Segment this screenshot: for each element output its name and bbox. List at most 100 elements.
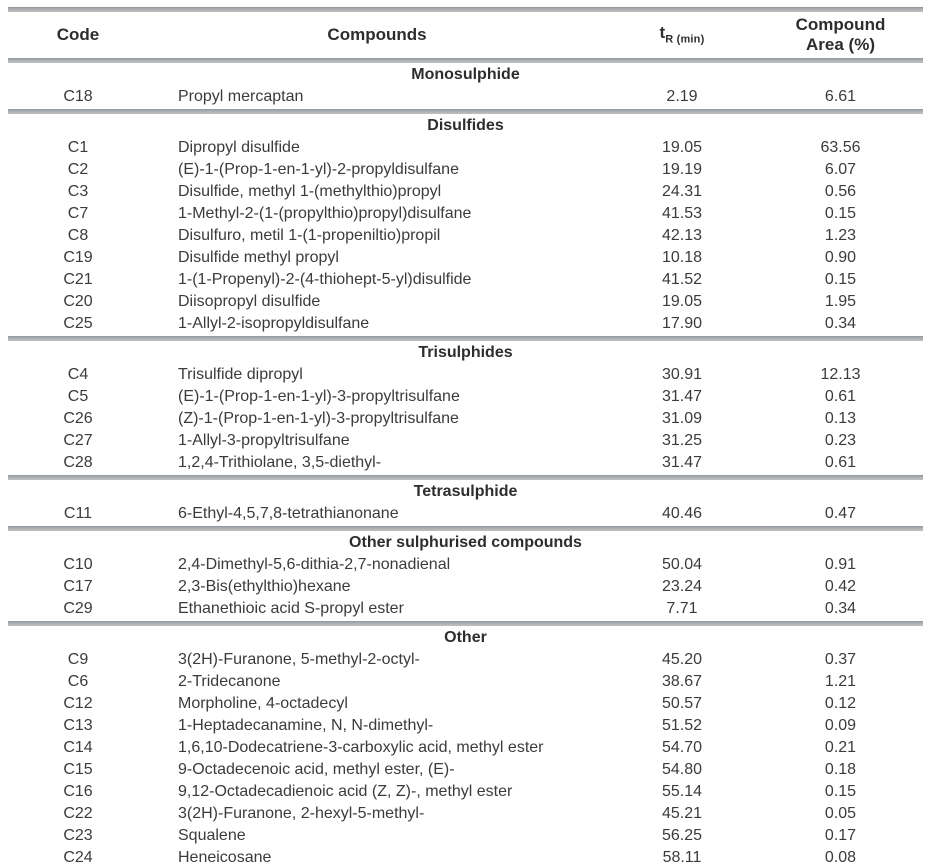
code-cell: C12	[63, 695, 93, 712]
compound-cell: Heneicosane	[178, 849, 272, 866]
area-cell: 0.08	[824, 849, 857, 866]
code-cell: C9	[67, 651, 89, 668]
area-cell: 0.23	[824, 432, 857, 449]
code-cell: C11	[63, 505, 93, 522]
retention-time-cell: 7.71	[666, 600, 698, 617]
compound-cell: 3(2H)-Furanone, 5-methyl-2-octyl-	[178, 651, 420, 668]
code-cell: C13	[63, 717, 93, 734]
area-cell: 6.61	[824, 88, 857, 105]
area-cell: 12.13	[820, 366, 861, 383]
divider-bar	[8, 109, 923, 114]
area-cell: 0.47	[824, 505, 857, 522]
code-cell: C18	[63, 88, 93, 105]
code-cell: C26	[63, 410, 93, 427]
code-cell: C17	[63, 578, 93, 595]
table-row: C16 9,12-Octadecadienoic acid (Z, Z)-, me…	[8, 781, 923, 803]
area-cell: 0.17	[824, 827, 857, 844]
section-header-row: Tetrasulphide	[8, 481, 923, 503]
code-cell: C28	[63, 454, 93, 471]
section-header-row: Other sulphurised compounds	[8, 532, 923, 554]
area-cell: 6.07	[824, 161, 857, 178]
compounds-table: Code Compounds tR (min) Compound Area (%…	[8, 6, 923, 867]
table-row: C19 Disulfide methyl propyl 10.18 0.90	[8, 247, 923, 269]
area-cell: 0.37	[824, 651, 857, 668]
retention-time-cell: 54.80	[661, 761, 703, 778]
section-title: Other	[444, 629, 487, 646]
retention-time-cell: 54.70	[661, 739, 703, 756]
section-title: Disulfides	[427, 117, 504, 134]
table-row: C2 (E)-1-(Prop-1-en-1-yl)-2-propyldisulfa…	[8, 159, 923, 181]
divider-bar	[8, 621, 923, 626]
code-cell: C25	[63, 315, 93, 332]
area-header-line2: Area (%)	[806, 35, 875, 54]
code-cell: C22	[63, 805, 93, 822]
table-row: C26 (Z)-1-(Prop-1-en-1-yl)-3-propyltrisul…	[8, 408, 923, 430]
compound-cell: 3(2H)-Furanone, 2-hexyl-5-methyl-	[178, 805, 425, 822]
code-cell: C29	[63, 600, 93, 617]
area-header-line1: Compound	[795, 15, 886, 35]
compound-cell: (Z)-1-(Prop-1-en-1-yl)-3-propyltrisulfan…	[178, 410, 459, 427]
col-header-compounds: Compounds	[327, 25, 427, 45]
code-cell: C20	[63, 293, 93, 310]
retention-time-cell: 31.09	[661, 410, 703, 427]
tr-symbol: t	[659, 23, 666, 43]
table-row: C6 2-Tridecanone 38.67 1.21	[8, 671, 923, 693]
compound-cell: 1,2,4-Trithiolane, 3,5-diethyl-	[178, 454, 382, 471]
area-cell: 0.56	[824, 183, 857, 200]
tr-subscript: R (min)	[665, 33, 705, 46]
table-row: C8 Disulfuro, metil 1-(1-propeniltio)prop…	[8, 225, 923, 247]
code-cell: C23	[63, 827, 93, 844]
compound-cell: 1-(1-Propenyl)-2-(4-thiohept-5-yl)disulf…	[178, 271, 472, 288]
retention-time-cell: 41.52	[661, 271, 703, 288]
retention-time-cell: 2.19	[666, 88, 698, 105]
retention-time-cell: 31.25	[661, 432, 703, 449]
code-cell: C14	[63, 739, 93, 756]
compound-cell: 2-Tridecanone	[178, 673, 281, 690]
divider-bar	[8, 475, 923, 480]
code-cell: C1	[67, 139, 89, 156]
divider-bar	[8, 526, 923, 531]
section-divider	[8, 335, 923, 342]
section-header-row: Other	[8, 627, 923, 649]
compound-cell: 1-Methyl-2-(1-(propylthio)propyl)disulfa…	[178, 205, 472, 222]
header-bottom-rule	[8, 57, 923, 64]
table-row: C29 Ethanethioic acid S-propyl ester 7.71 0…	[8, 598, 923, 620]
compound-cell: 6-Ethyl-4,5,7,8-tetrathianonane	[178, 505, 399, 522]
retention-time-cell: 45.21	[661, 805, 703, 822]
table-row: C18 Propyl mercaptan 2.19 6.61	[8, 86, 923, 108]
area-cell: 0.09	[824, 717, 857, 734]
compound-cell: Trisulfide dipropyl	[178, 366, 303, 383]
table-row: C20 Diisopropyl disulfide 19.05 1.95	[8, 291, 923, 313]
retention-time-cell: 58.11	[662, 849, 702, 866]
section-title: Tetrasulphide	[413, 483, 518, 500]
area-cell: 0.34	[824, 600, 857, 617]
code-cell: C21	[63, 271, 93, 288]
table-row: C25 1-Allyl-2-isopropyldisulfane 17.90 0.34	[8, 313, 923, 335]
table-row: C15 9-Octadecenoic acid, methyl ester, (E…	[8, 759, 923, 781]
code-cell: C2	[67, 161, 89, 178]
table-row: C28 1,2,4-Trithiolane, 3,5-diethyl- 31.47 0…	[8, 452, 923, 474]
section-divider	[8, 474, 923, 481]
code-cell: C6	[67, 673, 89, 690]
table-row: C1 Dipropyl disulfide 19.05 63.56	[8, 137, 923, 159]
code-cell: C16	[63, 783, 93, 800]
area-cell: 1.21	[824, 673, 857, 690]
compound-cell: Dipropyl disulfide	[178, 139, 300, 156]
table-header-row: Code Compounds tR (min) Compound Area (%…	[8, 13, 923, 57]
retention-time-cell: 55.14	[661, 783, 703, 800]
retention-time-cell: 17.90	[661, 315, 703, 332]
retention-time-cell: 19.05	[661, 139, 703, 156]
table-row: C13 1-Heptadecanamine, N, N-dimethyl- 51.5…	[8, 715, 923, 737]
divider-bar	[8, 58, 923, 63]
compound-cell: Morpholine, 4-octadecyl	[178, 695, 348, 712]
compound-cell: 1-Heptadecanamine, N, N-dimethyl-	[178, 717, 434, 734]
area-cell: 0.15	[824, 205, 857, 222]
retention-time-cell: 30.91	[661, 366, 703, 383]
area-cell: 0.91	[824, 556, 857, 573]
compound-cell: 1,6,10-Dodecatriene-3-carboxylic acid, m…	[178, 739, 544, 756]
area-cell: 1.23	[824, 227, 857, 244]
area-cell: 0.90	[824, 249, 857, 266]
table-row: C7 1-Methyl-2-(1-(propylthio)propyl)disul…	[8, 203, 923, 225]
compound-cell: 9,12-Octadecadienoic acid (Z, Z)-, methy…	[178, 783, 513, 800]
code-cell: C8	[67, 227, 89, 244]
